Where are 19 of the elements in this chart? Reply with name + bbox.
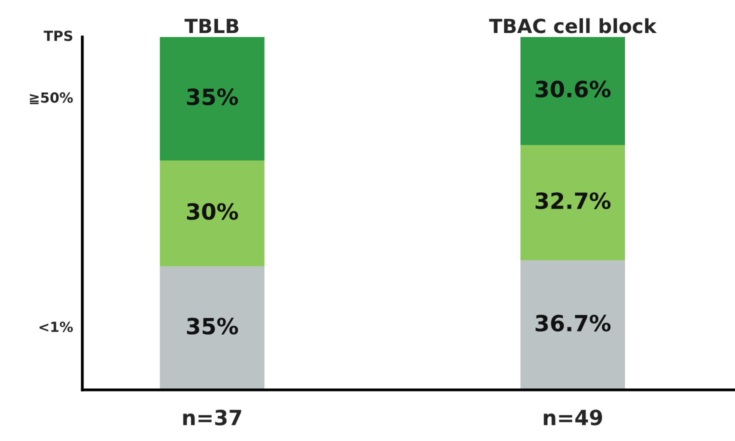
bar	[520, 260, 626, 390]
y-axis-title: TPS	[44, 30, 72, 42]
data-label: 35%	[187, 88, 238, 106]
bar	[520, 37, 626, 145]
data-label: 32.7%	[536, 192, 611, 210]
text: <1%	[40, 322, 73, 332]
bar	[160, 266, 264, 390]
data-label: 35%	[187, 318, 238, 335]
annotation: TBAC cell block	[489, 18, 657, 34]
bar	[160, 37, 264, 161]
data-label: 36.7%	[536, 314, 611, 332]
data-label: 30.6%	[536, 80, 611, 98]
x-tick-label: n=37	[183, 410, 242, 426]
bar	[520, 145, 626, 260]
bar	[160, 160, 264, 266]
data-label: 30%	[187, 203, 238, 220]
annotation: TBLB	[184, 18, 238, 33]
text: ≧50%	[30, 92, 73, 104]
x-tick-label: n=49	[544, 410, 602, 426]
